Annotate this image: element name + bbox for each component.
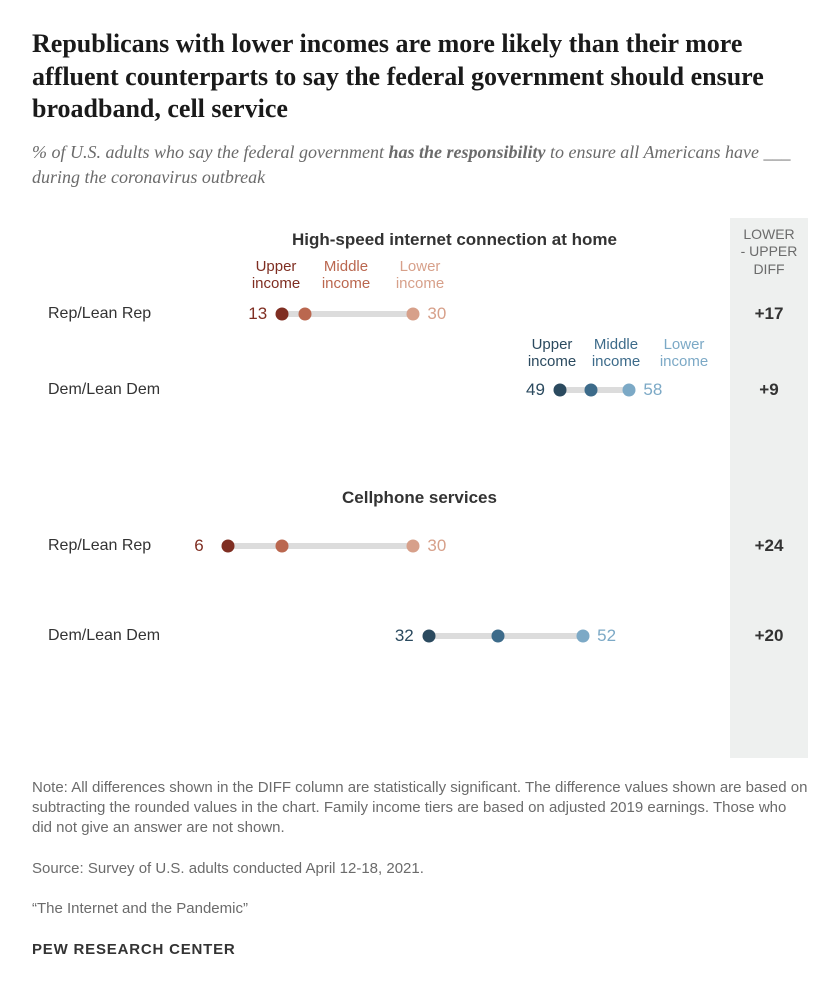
dot-cell-dem-upper: [422, 629, 435, 642]
dot-internet-dem-lower: [623, 383, 636, 396]
value-internet-rep-lower: 30: [427, 304, 446, 324]
subtitle-bold: has the responsibility: [388, 142, 545, 162]
row-label-internet-dem: Dem/Lean Dem: [48, 381, 160, 399]
quote-line: “The Internet and the Pandemic”: [32, 899, 808, 919]
value-cell-dem-upper: 32: [395, 626, 414, 646]
section-title-internet: High-speed internet connection at home: [292, 230, 617, 250]
diff-header-l1: LOWER: [730, 226, 808, 244]
org-name: PEW RESEARCH CENTER: [32, 941, 808, 958]
dot-internet-rep-upper: [276, 307, 289, 320]
dot-cell-rep-middle: [276, 539, 289, 552]
dot-cell-rep-upper: [222, 539, 235, 552]
diff-column-header: LOWER - UPPER DIFF: [730, 226, 808, 279]
value-internet-rep-upper: 13: [248, 304, 267, 324]
diff-internet-dem: +9: [730, 380, 808, 400]
section-title-cell: Cellphone services: [342, 488, 497, 508]
value-cell-rep-upper: 6: [194, 536, 203, 556]
value-cell-dem-lower: 52: [597, 626, 616, 646]
value-cell-rep-lower: 30: [427, 536, 446, 556]
page-title: Republicans with lower incomes are more …: [32, 28, 808, 126]
value-internet-dem-upper: 49: [526, 380, 545, 400]
subtitle-pre: % of U.S. adults who say the federal gov…: [32, 142, 388, 162]
value-internet-dem-lower: 58: [643, 380, 662, 400]
diff-column-bg: [730, 218, 808, 758]
track-cell-rep: [228, 543, 413, 549]
legend-rep-upper: Upper income: [246, 258, 306, 293]
row-label-cell-rep: Rep/Lean Rep: [48, 537, 151, 555]
diff-internet-rep: +17: [730, 304, 808, 324]
dot-internet-rep-middle: [299, 307, 312, 320]
diff-cell-dem: +20: [730, 626, 808, 646]
track-cell-dem: [429, 633, 583, 639]
dot-cell-rep-lower: [407, 539, 420, 552]
dot-internet-dem-upper: [554, 383, 567, 396]
legend-dem-lower: Lower income: [654, 336, 714, 371]
row-label-cell-dem: Dem/Lean Dem: [48, 627, 160, 645]
row-label-internet-rep: Rep/Lean Rep: [48, 305, 151, 323]
legend-dem-upper: Upper income: [522, 336, 582, 371]
dot-cell-dem-middle: [492, 629, 505, 642]
dot-internet-dem-middle: [584, 383, 597, 396]
subtitle: % of U.S. adults who say the federal gov…: [32, 140, 808, 190]
dot-internet-rep-lower: [407, 307, 420, 320]
chart-area: LOWER - UPPER DIFF High-speed internet c…: [32, 218, 808, 758]
legend-rep-lower: Lower income: [390, 258, 450, 293]
diff-header-l3: DIFF: [730, 261, 808, 279]
footnote: Note: All differences shown in the DIFF …: [32, 778, 808, 839]
dot-cell-dem-lower: [577, 629, 590, 642]
legend-dem-middle: Middle income: [586, 336, 646, 371]
source-line: Source: Survey of U.S. adults conducted …: [32, 859, 808, 879]
legend-rep-middle: Middle income: [316, 258, 376, 293]
diff-cell-rep: +24: [730, 536, 808, 556]
diff-header-l2: - UPPER: [730, 243, 808, 261]
